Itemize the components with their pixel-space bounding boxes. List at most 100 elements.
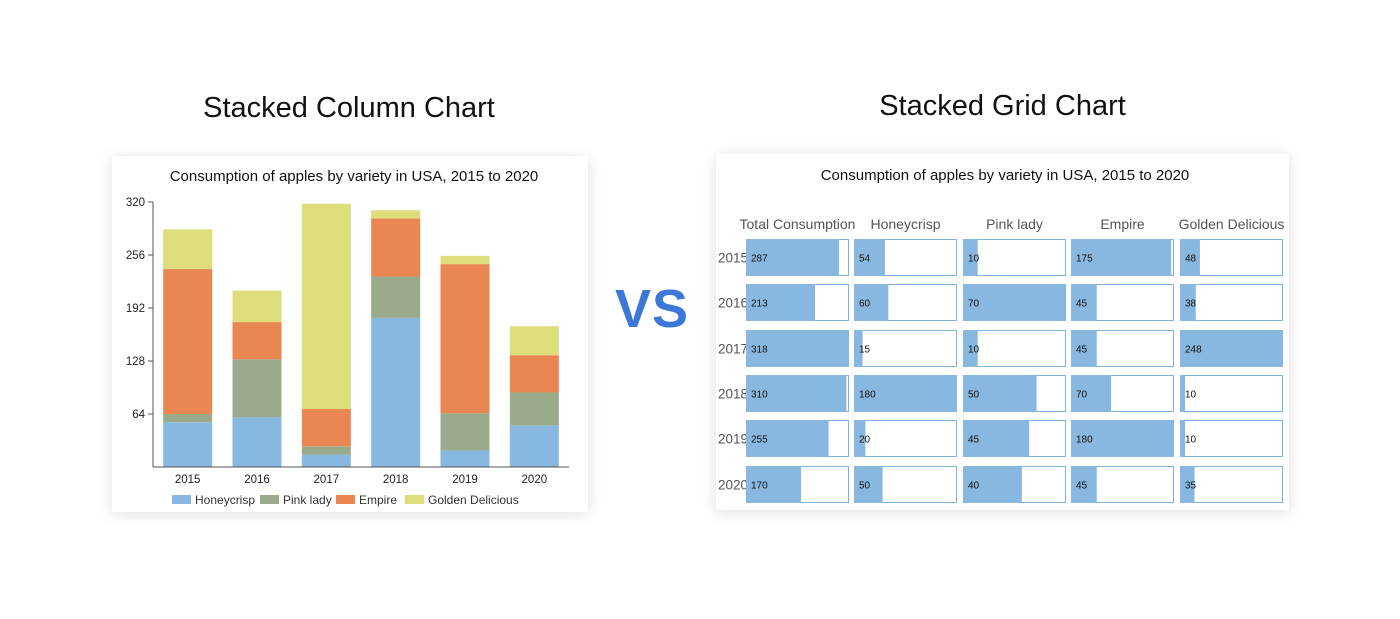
bar-empire-2018 [371,218,421,277]
grid-cell-value-2015-total-consumption: 287 [751,254,768,265]
bar-pink-lady-2016 [232,359,282,418]
grid-cell-2016-golden-delicious [1180,284,1283,321]
legend-label-pink-lady: Pink lady [283,493,332,507]
grid-cell-value-2016-empire: 45 [1076,299,1088,310]
x-tick-2015: 2015 [175,474,201,486]
bar-empire-2019 [440,264,490,414]
grid-column-header-empire: Empire [1100,216,1145,232]
grid-cell-value-2015-empire: 175 [1076,254,1093,265]
grid-cell-bar-2020-honeycrisp [854,466,883,503]
stacked-column-chart: Consumption of apples by variety in USA,… [126,168,569,507]
bar-empire-2016 [232,322,282,360]
bar-golden-delicious-2019 [440,255,490,265]
grid-cell-bar-2019-empire [1071,420,1174,457]
bar-pink-lady-2015 [163,414,213,423]
grid-cell-bar-2019-pink-lady [963,420,1030,457]
grid-cell-2017-honeycrisp [854,330,957,367]
legend-swatch-pink-lady [260,495,279,504]
grid-cell-bar-2020-golden-delicious [1180,466,1195,503]
grid-cell-bar-2019-honeycrisp [854,420,866,457]
grid-cell-bar-2018-empire [1071,375,1112,412]
bar-empire-2017 [301,409,351,447]
bar-golden-delicious-2018 [371,210,421,219]
x-tick-2018: 2018 [383,474,409,486]
y-tick-320: 320 [126,197,145,209]
y-tick-64: 64 [132,409,145,421]
legend-label-empire: Empire [359,493,397,507]
grid-column-header-total-consumption: Total Consumption [740,216,856,232]
bar-pink-lady-2018 [371,276,421,318]
bar-honeycrisp-2019 [440,450,490,467]
grid-cell-bar-2018-total-consumption [746,375,847,412]
legend-label-golden-delicious: Golden Delicious [428,493,519,507]
grid-row-header-2020: 2020 [718,478,748,493]
grid-cell-bar-2015-pink-lady [963,239,978,276]
grid-cell-value-2020-total-consumption: 170 [751,481,768,492]
grid-cell-value-2017-total-consumption: 318 [751,345,768,356]
bar-honeycrisp-2020 [509,425,559,467]
grid-cell-value-2018-honeycrisp: 180 [859,390,876,401]
grid-cell-value-2020-golden-delicious: 35 [1185,481,1197,492]
grid-cell-bar-2017-total-consumption [746,330,849,367]
grid-cell-value-2020-pink-lady: 40 [968,481,980,492]
grid-cell-bar-2016-total-consumption [746,284,815,321]
y-tick-256: 256 [126,250,145,262]
grid-cell-bar-2017-honeycrisp [854,330,863,367]
stacked-column-heading: Stacked Column Chart [203,92,495,124]
bar-golden-delicious-2016 [232,290,282,323]
grid-column-header-honeycrisp: Honeycrisp [870,216,940,232]
x-tick-2019: 2019 [452,474,478,486]
bar-golden-delicious-2020 [509,326,559,356]
grid-column-header-golden-delicious: Golden Delicious [1179,216,1285,232]
legend-swatch-empire [336,495,355,504]
grid-cell-bar-2019-golden-delicious [1180,420,1185,457]
stacked-grid-chart-card: Consumption of apples by variety in USA,… [716,154,1289,510]
grid-cell-value-2018-total-consumption: 310 [751,390,768,401]
grid-cell-value-2019-honeycrisp: 20 [859,435,871,446]
grid-cell-bar-2017-golden-delicious [1180,330,1283,367]
grid-cell-bar-2017-empire [1071,330,1097,367]
grid-cell-value-2019-golden-delicious: 10 [1185,435,1197,446]
grid-cell-bar-2018-golden-delicious [1180,375,1185,412]
grid-cell-value-2019-total-consumption: 255 [751,435,768,446]
x-tick-2017: 2017 [314,474,340,486]
grid-cell-value-2017-golden-delicious: 248 [1185,345,1202,356]
grid-cell-bar-2020-total-consumption [746,466,802,503]
grid-row-header-2015: 2015 [718,251,748,266]
grid-cell-2018-golden-delicious [1180,375,1283,412]
bar-golden-delicious-2015 [163,229,213,270]
grid-cell-bar-2015-total-consumption [746,239,839,276]
grid-cell-value-2020-empire: 45 [1076,481,1088,492]
grid-cell-value-2020-honeycrisp: 50 [859,481,871,492]
grid-cell-bar-2018-pink-lady [963,375,1037,412]
grid-cell-value-2016-pink-lady: 70 [968,299,980,310]
grid-cell-bar-2016-empire [1071,284,1097,321]
grid-cell-bar-2015-golden-delicious [1180,239,1200,276]
vs-label: VS [614,279,690,339]
grid-cell-2019-golden-delicious [1180,420,1283,457]
grid-cell-value-2019-pink-lady: 45 [968,435,980,446]
grid-cell-bar-2017-pink-lady [963,330,978,367]
grid-cell-value-2018-empire: 70 [1076,390,1088,401]
bar-empire-2020 [509,355,559,393]
grid-cell-value-2017-honeycrisp: 15 [859,345,871,356]
y-tick-192: 192 [126,303,145,315]
stacked-grid-chart: Consumption of apples by variety in USA,… [718,167,1285,503]
grid-cell-value-2019-empire: 180 [1076,435,1093,446]
x-tick-2020: 2020 [522,474,548,486]
bar-golden-delicious-2017 [301,203,351,410]
grid-cell-bar-2016-pink-lady [963,284,1066,321]
bar-pink-lady-2017 [301,446,351,455]
grid-cell-value-2018-pink-lady: 50 [968,390,980,401]
grid-cell-value-2017-empire: 45 [1076,345,1088,356]
grid-cell-bar-2018-honeycrisp [854,375,957,412]
grid-cell-value-2015-pink-lady: 10 [968,254,980,265]
grid-cell-value-2015-golden-delicious: 48 [1185,254,1197,265]
grid-row-header-2018: 2018 [718,387,748,402]
grid-column-header-pink-lady: Pink lady [986,216,1043,232]
grid-cell-bar-2020-pink-lady [963,466,1022,503]
legend-label-honeycrisp: Honeycrisp [195,493,255,507]
legend-swatch-honeycrisp [172,495,191,504]
bar-honeycrisp-2018 [371,317,421,467]
grid-cell-value-2016-golden-delicious: 38 [1185,299,1197,310]
